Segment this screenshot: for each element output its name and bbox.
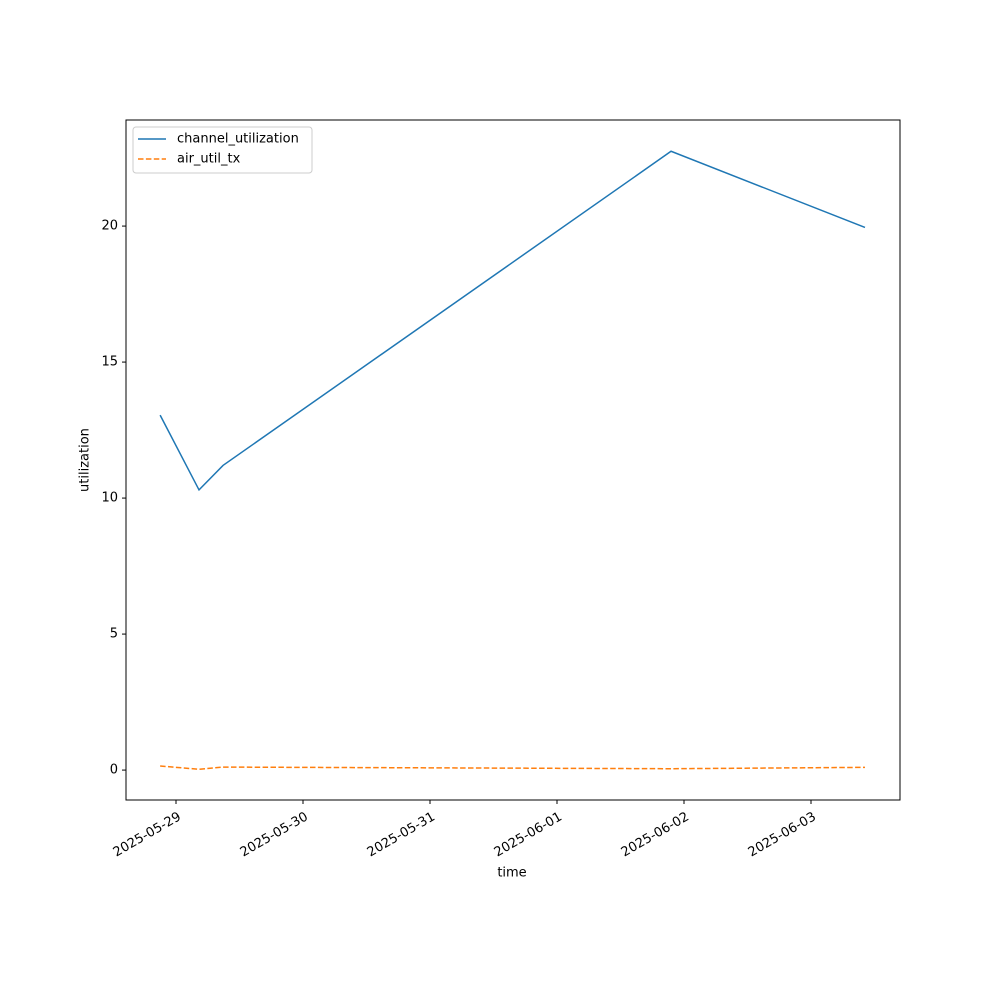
x-axis-label: time bbox=[497, 866, 526, 881]
legend-box bbox=[132, 126, 313, 174]
y-tick-label: 0 bbox=[110, 763, 118, 778]
legend-label: air_util_tx bbox=[177, 152, 241, 167]
y-tick-label: 15 bbox=[101, 355, 118, 370]
y-tick-label: 5 bbox=[110, 627, 118, 642]
y-axis-label: utilization bbox=[78, 428, 93, 492]
x-tick-label: 2025-05-29 bbox=[111, 810, 184, 861]
series-line bbox=[159, 150, 866, 492]
x-tick-label: 2025-06-01 bbox=[492, 810, 565, 861]
x-tick-label: 2025-05-31 bbox=[365, 810, 438, 861]
axes-frame bbox=[125, 119, 901, 801]
legend-label: channel_utilization bbox=[177, 132, 299, 147]
y-tick-label: 10 bbox=[101, 491, 118, 506]
x-tick-label: 2025-06-02 bbox=[619, 810, 692, 861]
series-line bbox=[160, 765, 865, 771]
y-tick-label: 20 bbox=[101, 219, 118, 234]
x-tick-label: 2025-06-03 bbox=[746, 810, 819, 861]
x-tick-label: 2025-05-30 bbox=[238, 810, 311, 861]
